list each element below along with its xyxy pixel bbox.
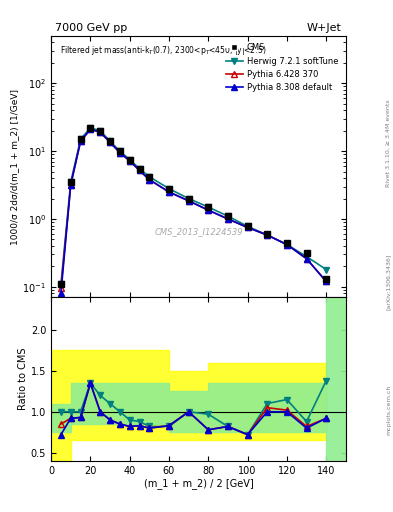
Pythia 8.308 default	[98, 129, 103, 135]
Pythia 8.308 default	[324, 279, 329, 285]
Herwig 7.2.1 softTune	[108, 138, 112, 144]
Herwig 7.2.1 softTune	[285, 242, 289, 248]
Pythia 6.428 370	[245, 224, 250, 230]
Pythia 6.428 370	[285, 242, 289, 248]
Pythia 8.308 default	[127, 158, 132, 164]
CMS	[206, 204, 211, 210]
Herwig 7.2.1 softTune	[118, 148, 122, 154]
Pythia 8.308 default	[285, 242, 289, 248]
Pythia 8.308 default	[226, 216, 230, 222]
Pythia 8.308 default	[147, 177, 152, 183]
Herwig 7.2.1 softTune	[265, 232, 270, 238]
Line: Herwig 7.2.1 softTune: Herwig 7.2.1 softTune	[58, 125, 329, 287]
Herwig 7.2.1 softTune	[206, 204, 211, 210]
Pythia 8.308 default	[88, 126, 93, 132]
Pythia 6.428 370	[127, 158, 132, 164]
Pythia 6.428 370	[324, 279, 329, 285]
Pythia 6.428 370	[206, 207, 211, 213]
Herwig 7.2.1 softTune	[137, 166, 142, 172]
Text: Rivet 3.1.10, ≥ 3.4M events: Rivet 3.1.10, ≥ 3.4M events	[386, 99, 391, 187]
CMS	[108, 138, 112, 144]
Text: 7000 GeV pp: 7000 GeV pp	[55, 23, 127, 33]
CMS	[285, 240, 289, 246]
Pythia 6.428 370	[68, 182, 73, 188]
Herwig 7.2.1 softTune	[147, 174, 152, 180]
Pythia 8.308 default	[137, 167, 142, 174]
Pythia 6.428 370	[88, 126, 93, 132]
Text: CMS_2013_I1224539: CMS_2013_I1224539	[154, 227, 243, 237]
Herwig 7.2.1 softTune	[186, 196, 191, 202]
Line: Pythia 8.308 default: Pythia 8.308 default	[58, 126, 329, 296]
Herwig 7.2.1 softTune	[304, 253, 309, 260]
Pythia 8.308 default	[59, 290, 63, 296]
CMS	[59, 281, 63, 287]
CMS	[147, 174, 152, 180]
Line: Pythia 6.428 370: Pythia 6.428 370	[58, 126, 329, 291]
Pythia 6.428 370	[78, 138, 83, 144]
CMS	[167, 185, 171, 191]
Pythia 6.428 370	[167, 189, 171, 195]
Herwig 7.2.1 softTune	[59, 281, 63, 287]
Pythia 8.308 default	[68, 182, 73, 188]
CMS	[98, 127, 103, 134]
Pythia 6.428 370	[108, 139, 112, 145]
Pythia 6.428 370	[137, 167, 142, 174]
Y-axis label: 1000/σ 2dσ/d(m_1 + m_2) [1/GeV]: 1000/σ 2dσ/d(m_1 + m_2) [1/GeV]	[11, 89, 20, 245]
Pythia 8.308 default	[118, 150, 122, 156]
Text: mcplots.cern.ch: mcplots.cern.ch	[386, 385, 391, 435]
CMS	[245, 223, 250, 229]
Bar	[326, 297, 346, 461]
Text: Filtered jet mass(anti-k$_{T}$(0.7), 2300<p$_{T}$<450, |y|<2.5): Filtered jet mass(anti-k$_{T}$(0.7), 230…	[60, 44, 266, 57]
Herwig 7.2.1 softTune	[245, 223, 250, 229]
CMS	[137, 166, 142, 172]
Pythia 6.428 370	[147, 177, 152, 183]
Pythia 6.428 370	[118, 150, 122, 156]
Herwig 7.2.1 softTune	[68, 179, 73, 185]
Pythia 8.308 default	[206, 207, 211, 213]
CMS	[68, 179, 73, 185]
Pythia 8.308 default	[186, 198, 191, 204]
Herwig 7.2.1 softTune	[167, 185, 171, 191]
Pythia 8.308 default	[167, 189, 171, 195]
CMS	[226, 213, 230, 219]
Pythia 6.428 370	[304, 255, 309, 262]
Pythia 6.428 370	[59, 285, 63, 291]
Text: W+Jet: W+Jet	[307, 23, 342, 33]
CMS	[118, 148, 122, 154]
Pythia 8.308 default	[78, 138, 83, 144]
Pythia 8.308 default	[304, 255, 309, 262]
CMS	[88, 125, 93, 131]
CMS	[304, 249, 309, 255]
Herwig 7.2.1 softTune	[127, 157, 132, 163]
Herwig 7.2.1 softTune	[324, 266, 329, 272]
Pythia 6.428 370	[265, 232, 270, 238]
Pythia 6.428 370	[226, 216, 230, 222]
CMS	[265, 231, 270, 237]
Pythia 8.308 default	[245, 224, 250, 230]
Herwig 7.2.1 softTune	[226, 213, 230, 219]
Herwig 7.2.1 softTune	[78, 136, 83, 142]
Pythia 6.428 370	[186, 198, 191, 204]
Pythia 8.308 default	[265, 232, 270, 238]
CMS	[78, 136, 83, 142]
CMS	[324, 276, 329, 282]
Pythia 6.428 370	[98, 129, 103, 135]
CMS	[186, 196, 191, 202]
Text: [arXiv:1306.3436]: [arXiv:1306.3436]	[386, 253, 391, 310]
Y-axis label: Ratio to CMS: Ratio to CMS	[18, 348, 28, 410]
Line: CMS: CMS	[57, 124, 330, 288]
X-axis label: (m_1 + m_2) / 2 [GeV]: (m_1 + m_2) / 2 [GeV]	[143, 478, 253, 489]
Herwig 7.2.1 softTune	[88, 125, 93, 131]
Legend: CMS, Herwig 7.2.1 softTune, Pythia 6.428 370, Pythia 8.308 default: CMS, Herwig 7.2.1 softTune, Pythia 6.428…	[223, 40, 342, 95]
Herwig 7.2.1 softTune	[98, 127, 103, 134]
CMS	[127, 157, 132, 163]
Pythia 8.308 default	[108, 139, 112, 145]
